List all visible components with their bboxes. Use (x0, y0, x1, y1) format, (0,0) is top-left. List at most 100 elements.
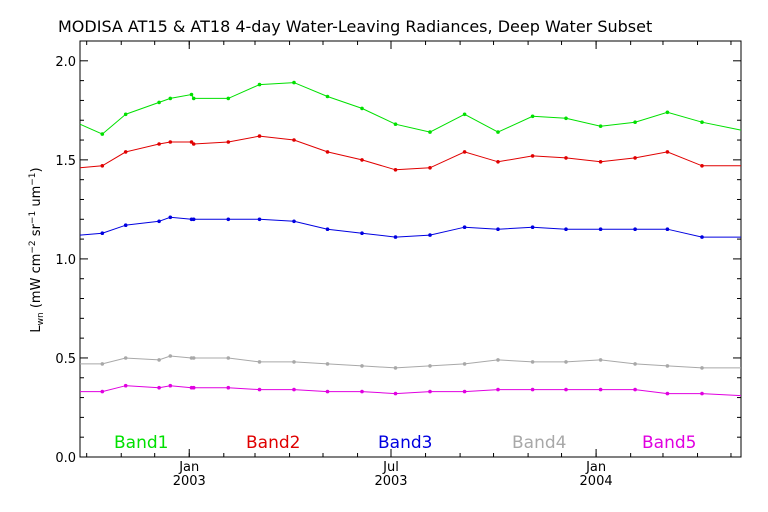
data-point (226, 385, 231, 390)
data-point (700, 164, 704, 168)
data-point (360, 106, 364, 111)
data-point (633, 227, 637, 231)
series-band1 (79, 80, 742, 136)
data-point (257, 360, 262, 364)
series-line-band1 (79, 82, 742, 135)
data-point (700, 391, 704, 396)
series-band2 (79, 134, 741, 172)
data-point (700, 235, 704, 239)
data-point (226, 96, 231, 101)
data-point (530, 360, 535, 364)
data-point (665, 364, 670, 368)
data-point (100, 132, 105, 136)
data-point (496, 387, 500, 392)
y-axis-label: Lwn (mW cm−2 sr−1 um−1) (28, 167, 46, 332)
legend-entry-band2: Band2 (246, 433, 300, 453)
data-point (496, 130, 500, 134)
legend-entry-band5: Band5 (642, 433, 696, 453)
data-point (428, 364, 432, 368)
data-point (428, 233, 432, 237)
data-point (325, 227, 330, 231)
data-point (428, 166, 432, 170)
data-point (665, 227, 670, 231)
data-point (168, 140, 173, 144)
data-point (700, 366, 704, 370)
data-point (564, 116, 568, 121)
data-point (257, 82, 262, 87)
data-point (157, 100, 161, 105)
data-point (257, 387, 262, 392)
data-point (360, 364, 364, 368)
data-point (168, 354, 173, 358)
data-point (157, 358, 161, 362)
data-point (428, 130, 432, 134)
series-line-band3 (79, 216, 741, 238)
data-point (598, 124, 603, 128)
x-tick-year: 2003 (173, 474, 206, 489)
data-point (496, 227, 500, 231)
data-point (393, 122, 398, 126)
chart-title: MODISA AT15 & AT18 4-day Water-Leaving R… (58, 17, 652, 36)
data-point (360, 389, 364, 394)
data-point (530, 154, 535, 158)
data-point (100, 362, 105, 366)
y-tick-label: 2.0 (55, 55, 76, 70)
y-axis: 0.0 0.5 1.0 1.5 2.0 (55, 55, 741, 466)
data-point (633, 387, 637, 392)
x-tick-month: Jan (178, 460, 199, 475)
data-point (257, 134, 262, 138)
data-point (226, 217, 231, 222)
data-point (191, 142, 196, 146)
data-point (157, 142, 161, 146)
data-point (157, 219, 161, 224)
data-point (168, 96, 173, 101)
data-point (292, 80, 296, 85)
data-point (633, 156, 637, 160)
data-point (123, 112, 128, 117)
data-point (462, 362, 467, 366)
data-point (191, 217, 196, 222)
data-point (360, 158, 364, 162)
data-point (123, 223, 128, 227)
data-point (428, 389, 432, 394)
data-point (292, 360, 296, 364)
data-point (360, 231, 364, 235)
series-band4 (80, 354, 741, 370)
data-point (393, 366, 398, 370)
data-point (564, 156, 568, 160)
legend-entry-band3: Band3 (378, 433, 432, 453)
x-tick-year: 2003 (374, 474, 407, 489)
data-point (665, 110, 670, 115)
data-point (564, 360, 568, 364)
data-point (598, 160, 603, 164)
data-point (665, 391, 670, 396)
data-point (191, 96, 196, 101)
data-point (226, 356, 231, 360)
data-point (292, 138, 296, 142)
data-point (168, 215, 173, 220)
data-point (530, 225, 535, 229)
data-point (325, 362, 330, 366)
data-point (257, 217, 262, 222)
data-point (123, 383, 128, 388)
data-point (462, 150, 467, 154)
series-band5 (80, 383, 742, 397)
data-point (462, 389, 467, 394)
x-tick-year: 2004 (580, 474, 613, 489)
series-band3 (79, 215, 741, 239)
legend: Band1 Band2 Band3 Band4 Band5 (114, 433, 696, 453)
data-point (598, 358, 603, 362)
data-point (462, 225, 467, 229)
series-line-band4 (80, 355, 741, 369)
data-point (189, 92, 194, 97)
data-point (292, 219, 296, 224)
data-point (496, 160, 500, 164)
data-point (393, 168, 398, 172)
x-tick-month: Jul (382, 460, 399, 475)
y-tick-label: 1.5 (55, 154, 76, 169)
data-point (168, 383, 173, 388)
data-point (633, 120, 637, 124)
data-point (191, 385, 196, 390)
